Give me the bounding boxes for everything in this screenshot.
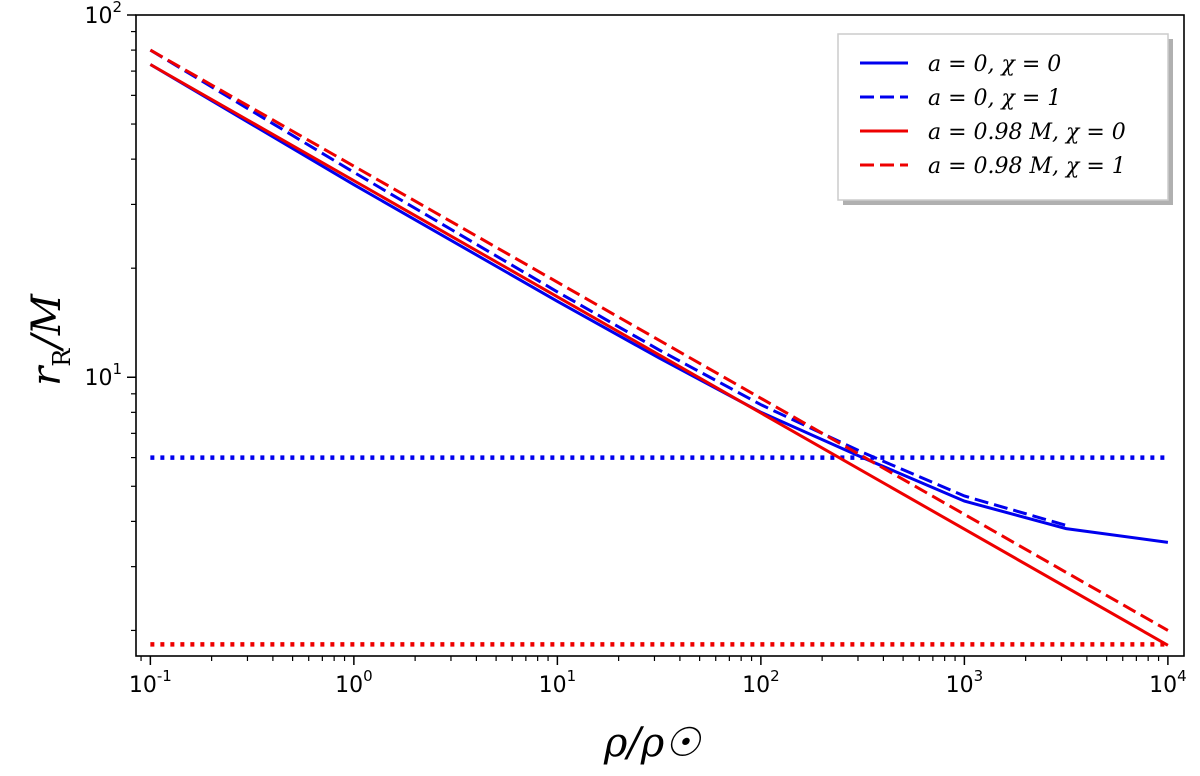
y-axis-label: rR/M [24, 293, 76, 386]
x-tick-label-base: 10 [946, 673, 974, 698]
y-axis-label-main: r [24, 364, 70, 386]
x-tick-label-1: 100 [335, 667, 373, 698]
legend-label-0: a = 0, χ = 0 [928, 52, 1061, 77]
plot-frame [135, 14, 1185, 657]
x-tick-label-0: 10-1 [129, 667, 172, 698]
series-line-3 [149, 48, 1169, 632]
y-tick-label-exp: 2 [112, 0, 122, 16]
x-axis-label: ρ/ρ☉ [603, 720, 703, 766]
legend-label-1: a = 0, χ = 1 [928, 86, 1061, 111]
x-tick-label-exp: 3 [974, 667, 984, 685]
y-axis-label-sub: R [48, 348, 76, 367]
x-tick-label-exp: 1 [567, 667, 577, 685]
legend-label-3: a = 0.98 M, χ = 1 [928, 154, 1126, 179]
x-tick-label-4: 103 [946, 667, 984, 698]
y-tick-label-exp: 1 [112, 360, 122, 378]
series-lines [149, 48, 1169, 647]
legend-label-2: a = 0.98 M, χ = 0 [928, 120, 1126, 145]
y-tick-label-1: 102 [84, 0, 122, 29]
x-tick-label-exp: -1 [157, 667, 172, 685]
x-tick-label-exp: 2 [770, 667, 780, 685]
x-tick-label-2: 101 [539, 667, 577, 698]
x-tick-label-base: 10 [539, 673, 567, 698]
x-tick-label-base: 10 [335, 673, 363, 698]
y-axis-label-tail: /M [24, 293, 70, 352]
x-tick-label-base: 10 [129, 673, 157, 698]
series-line-1 [149, 48, 1067, 527]
x-tick-label-base: 10 [742, 673, 770, 698]
legend: a = 0, χ = 0 a = 0, χ = 1 a = 0.98 M, χ = … [837, 33, 1173, 205]
x-tick-label-exp: 0 [363, 667, 373, 685]
x-tick-label-5: 104 [1149, 667, 1187, 698]
x-tick-label-exp: 4 [1177, 667, 1187, 685]
series-line-2 [149, 63, 1169, 647]
y-tick-label-base: 10 [84, 4, 112, 29]
x-tick-label-base: 10 [1149, 673, 1177, 698]
y-tick-label-0: 101 [84, 360, 122, 391]
x-tick-label-3: 102 [742, 667, 780, 698]
y-tick-label-base: 10 [84, 366, 112, 391]
x-axis-ticks: 10-1 100 101 102 103 104 [129, 656, 1187, 698]
